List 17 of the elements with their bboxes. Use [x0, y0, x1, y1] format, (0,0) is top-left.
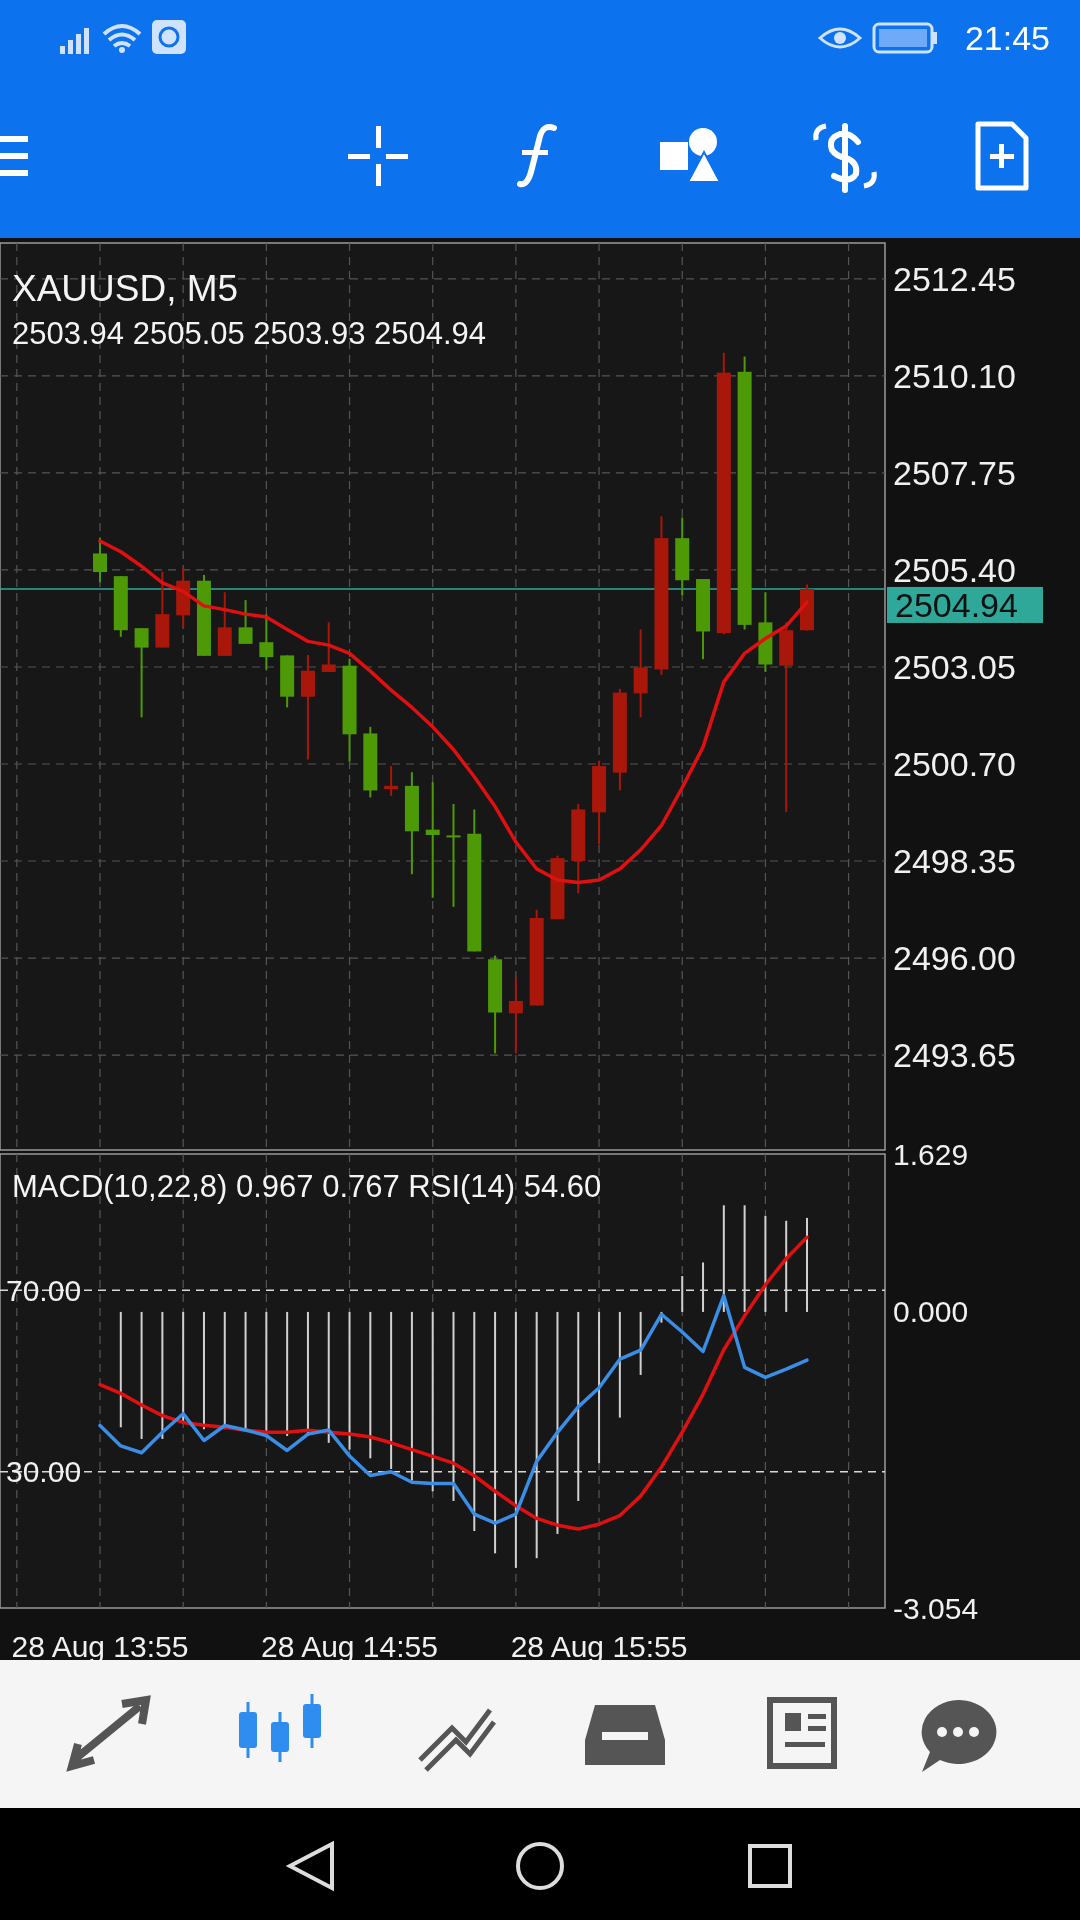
y-tick-label: 2507.75 [893, 453, 1016, 492]
y-tick-label: 2500.70 [893, 745, 1016, 783]
text: MACD(10,22,8) 0.967 0.767 RSI(14) 54.60 [12, 1168, 602, 1204]
y-tick-label: 2493.65 [893, 1036, 1016, 1075]
y-tick-label: 2510.10 [893, 356, 1016, 395]
y-tick-label: 2503.05 [893, 647, 1016, 686]
y-tick-label: 1.629 [893, 1137, 969, 1171]
y-tick-label: 2496.00 [893, 939, 1016, 978]
text: 2503.94 2505.05 2503.93 2504.94 [12, 315, 487, 351]
y-tick-label: 2512.45 [893, 259, 1016, 298]
text: XAUUSD, M5 [12, 267, 239, 309]
y-tick-label: -3.054 [893, 1591, 979, 1625]
text: 21:45 [964, 19, 1050, 57]
y-tick-label: 0.000 [893, 1295, 969, 1329]
y-tick-label: 2498.35 [893, 842, 1016, 881]
y2-tick-label: 70.00 [6, 1273, 82, 1307]
y2-tick-label: 30.00 [6, 1455, 82, 1489]
